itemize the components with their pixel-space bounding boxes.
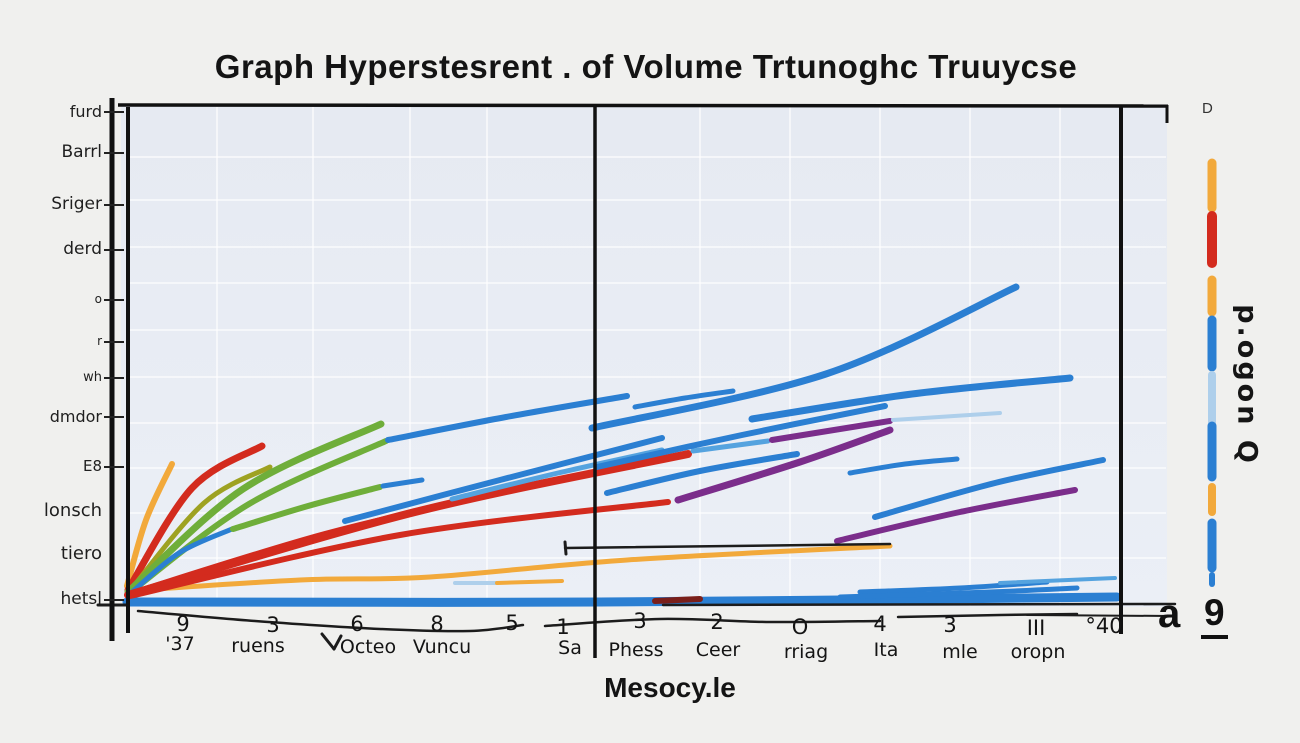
curve-stroke (380, 477, 425, 489)
curve-stroke (495, 579, 564, 585)
curve-stroke (652, 596, 703, 604)
corner-letter-q: 9 (1201, 593, 1228, 639)
curve-stroke (127, 499, 671, 599)
curve-stroke (122, 592, 1122, 607)
curve-stroke (837, 585, 1080, 600)
curve-stroke (342, 435, 665, 524)
curve-stroke (124, 450, 692, 599)
corner-letter-a: a (1158, 592, 1181, 636)
curve-stroke (769, 418, 893, 443)
curve-stroke (230, 484, 383, 532)
curve-stroke (891, 411, 1002, 422)
curve-stroke (124, 442, 266, 594)
curve-stroke (674, 426, 894, 504)
ink-stroke (896, 612, 1079, 619)
curve-stroke (385, 393, 630, 443)
curve-stroke (124, 461, 175, 589)
curve-stroke (604, 451, 800, 496)
ink-stroke (320, 632, 336, 651)
curve-stroke (690, 438, 771, 454)
ink-stroke (332, 634, 343, 651)
curve-stroke (594, 403, 888, 470)
curve-stroke (124, 543, 893, 594)
curve-stroke (748, 374, 1074, 423)
curve-stroke (632, 388, 736, 410)
curve-stroke (128, 526, 235, 596)
curve-stroke (834, 487, 1078, 544)
curve-stroke (872, 457, 1106, 520)
curve-stroke (847, 456, 960, 476)
frame-line (117, 103, 1169, 108)
legend-letter: D (1202, 100, 1213, 117)
curve-stroke (588, 283, 1020, 432)
chart-title: Graph Hyperstesrent . of Volume Trtunogh… (214, 48, 1078, 85)
ink-stroke (661, 602, 1177, 607)
curve-stroke (998, 576, 1117, 585)
x-axis-title: Mesocy.le (604, 672, 736, 703)
ink-stroke (136, 609, 525, 633)
ink-stroke (563, 542, 892, 550)
legend-side-text: p.ogon Q (1231, 304, 1263, 466)
plot-background (121, 106, 1167, 607)
curve-stroke (124, 420, 385, 596)
